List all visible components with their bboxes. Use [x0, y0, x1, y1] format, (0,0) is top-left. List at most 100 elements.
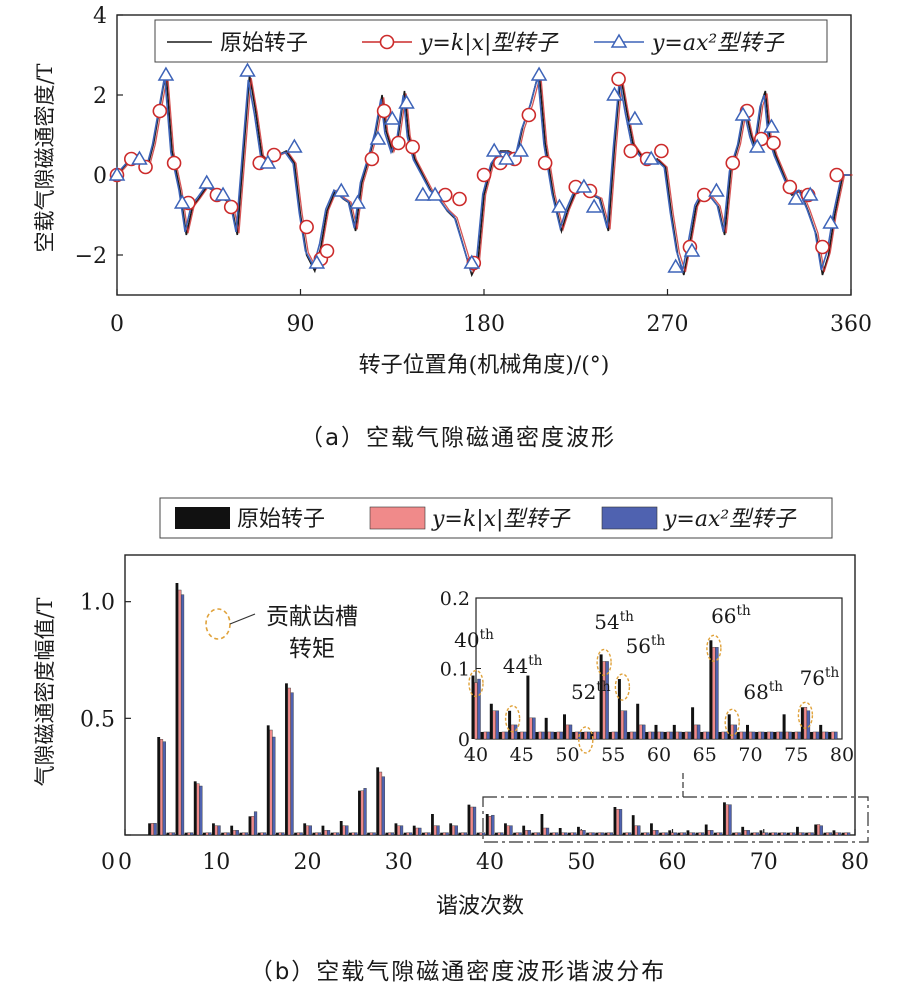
bar-h71-s2 — [774, 832, 778, 836]
inset-bar-h67-s0 — [718, 731, 722, 739]
bar-h63-s2 — [701, 832, 705, 836]
inset-xtick-label: 60 — [647, 744, 671, 766]
bar-h69-s2 — [755, 832, 760, 836]
inset-bar-h73-s1 — [776, 731, 780, 740]
bar-h66-s2 — [728, 804, 732, 836]
marker-klinear-point — [166, 155, 182, 171]
inset-highlight-56 — [614, 673, 631, 701]
bar-h53-s1 — [607, 832, 611, 836]
bar-h11-s1 — [223, 832, 227, 836]
marker-quadratic-point — [426, 186, 444, 201]
bar-h69-s0 — [750, 832, 754, 835]
bar-h66-s1 — [725, 804, 729, 836]
inset-bar-h64-s1 — [693, 724, 698, 740]
inset-bar-h70-s0 — [746, 724, 749, 739]
inset-bar-h65-s1 — [703, 731, 707, 740]
inset-label-44: 44th — [503, 653, 543, 678]
bar-h54-s0 — [613, 807, 617, 835]
marker-quadratic-point — [585, 198, 603, 213]
bar-h74-s2 — [801, 832, 805, 836]
inset-bar-h73-s0 — [773, 731, 777, 739]
inset-highlight-44 — [504, 705, 521, 733]
inset-bar-h77-s2 — [815, 731, 820, 740]
bar-h61-s1 — [680, 832, 684, 836]
inset-bar-h79-s2 — [834, 731, 838, 740]
bar-h34-s1 — [433, 825, 437, 836]
inset-bar-h48-s2 — [550, 731, 554, 740]
bar-h47-s1 — [552, 832, 556, 836]
annotation-line-2: 转矩 — [289, 636, 335, 662]
bar-h59-s0 — [659, 832, 662, 835]
bar-h35-s1 — [442, 832, 446, 836]
bar-h42-s1 — [506, 825, 510, 836]
inset-bar-h75-s0 — [791, 731, 795, 739]
bar-h22-s2 — [326, 830, 331, 836]
bar-h56-s0 — [631, 815, 635, 835]
bar-h30-s0 — [394, 823, 398, 835]
bar-h11-s0 — [221, 832, 224, 835]
inset-bar-h59-s0 — [645, 731, 649, 739]
bar-h79-s0 — [841, 832, 845, 835]
inset-xtick-label: 65 — [693, 744, 717, 766]
marker-klinear-point — [537, 155, 553, 171]
bar-h36-s1 — [451, 825, 456, 836]
inset-bar-h61-s2 — [669, 731, 673, 740]
bar-h65-s2 — [719, 832, 723, 836]
inset-ytick-label: 0.2 — [440, 588, 470, 610]
inset-label-76: 76th — [800, 665, 840, 690]
marker-quadratic-point — [383, 110, 401, 125]
inset-bar-h60-s1 — [657, 731, 661, 740]
inset-bar-h79-s1 — [831, 731, 835, 740]
plot-a-xtick-label: 180 — [463, 312, 505, 337]
bar-h76-s0 — [814, 824, 818, 835]
bar-h27-s2 — [372, 832, 376, 836]
inset-bar-h45-s0 — [517, 731, 521, 739]
inset-frame — [475, 597, 843, 740]
bar-h23-s2 — [336, 832, 340, 836]
inset-bar-h66-s0 — [709, 640, 713, 739]
bar-h49-s0 — [567, 832, 571, 835]
bar-h28-s1 — [378, 771, 383, 836]
marker-quadratic-point — [606, 86, 623, 101]
marker-quadratic-point — [332, 182, 350, 197]
bar-h79-s2 — [847, 832, 851, 836]
marker-quadratic-point — [349, 194, 366, 209]
inset-ytick-label: 0 — [458, 729, 470, 751]
marker-quadratic-point — [498, 150, 515, 165]
marker-klinear-point — [405, 139, 420, 155]
inset-bar-h68-s0 — [727, 714, 731, 739]
marker-quadratic-point — [575, 178, 593, 193]
plot-b-xtick-label: 50 — [567, 850, 595, 875]
marker-klinear-point — [223, 199, 239, 215]
marker-quadratic-point — [667, 258, 684, 273]
plot-a-ytick-label: 0 — [93, 164, 107, 189]
inset-label-40: 40th — [454, 627, 494, 652]
bar-h18-s0 — [285, 683, 288, 835]
bar-h12-s0 — [230, 825, 234, 835]
marker-klinear-point — [782, 179, 798, 195]
bar-h36-s0 — [449, 823, 453, 835]
bar-h20-s2 — [308, 825, 312, 836]
inset-bar-h64-s2 — [696, 724, 701, 740]
bar-h29-s1 — [388, 832, 392, 836]
bar-h50-s2 — [582, 830, 586, 836]
inset-label-52: 52th — [571, 679, 611, 704]
inset-xtick-label: 70 — [738, 744, 762, 766]
inset-bar-h74-s1 — [785, 731, 789, 740]
bar-h70-s2 — [764, 832, 769, 836]
bar-h4-s1 — [159, 739, 164, 836]
bar-h47-s0 — [549, 832, 553, 835]
caption-b: （b）空载气隙磁通密度波形谐波分布 — [249, 959, 667, 985]
plot-a-xtick-label: 0 — [110, 312, 124, 337]
inset-bar-h40-s0 — [471, 675, 475, 739]
inset-bar-h69-s2 — [742, 731, 747, 740]
bar-h38-s1 — [470, 806, 474, 836]
bar-h50-s1 — [579, 830, 583, 836]
inset-bar-h52-s0 — [581, 731, 585, 739]
bar-h77-s1 — [826, 832, 830, 836]
bar-h11-s2 — [226, 832, 230, 836]
bar-h57-s1 — [643, 832, 647, 836]
bar-h53-s0 — [604, 832, 608, 835]
inset-bar-h74-s0 — [782, 714, 786, 739]
